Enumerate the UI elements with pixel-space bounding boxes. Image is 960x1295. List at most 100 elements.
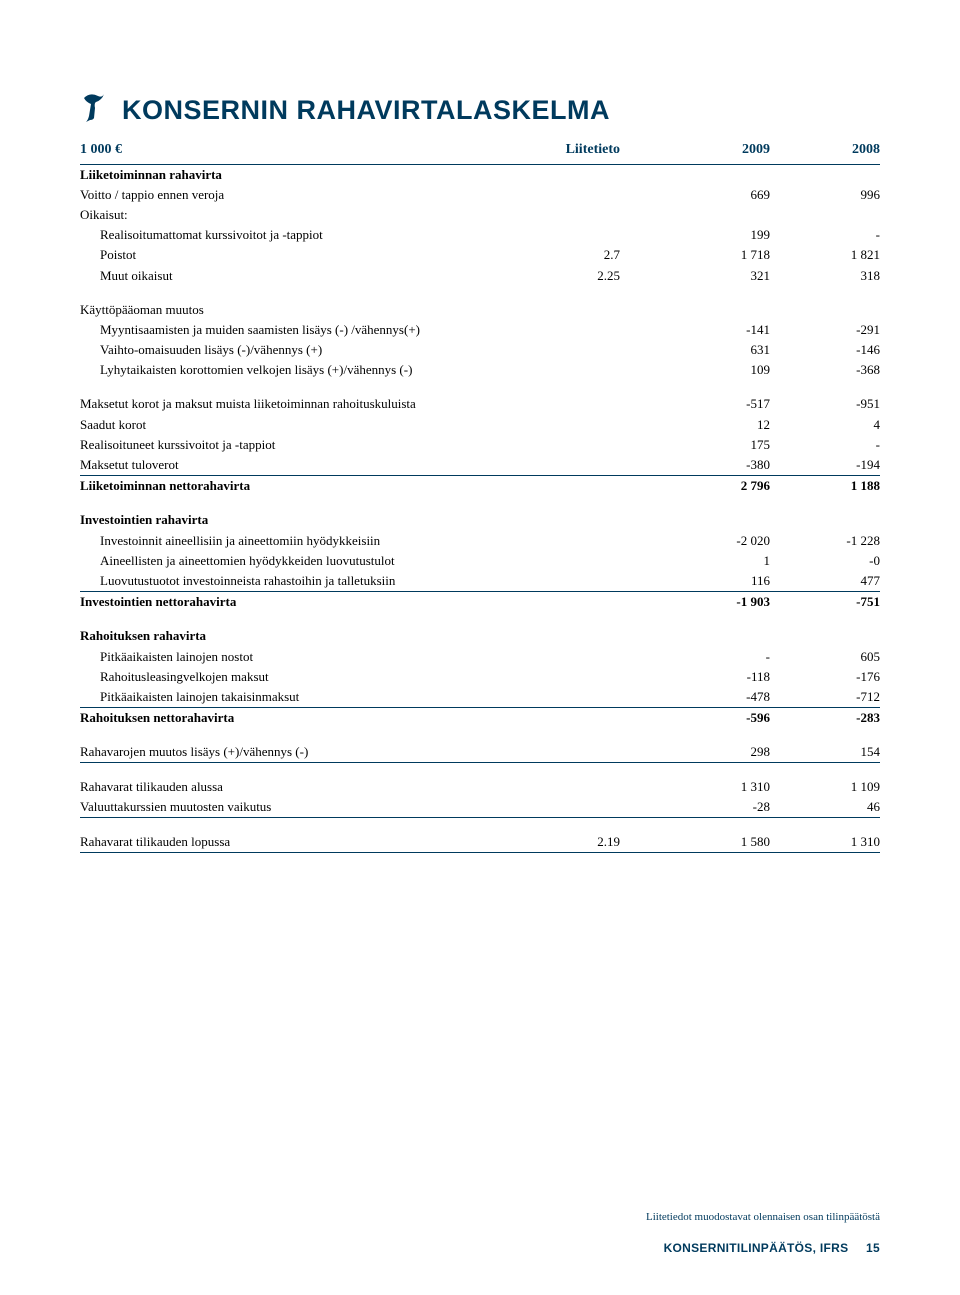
row-value-2009: 669 (660, 185, 770, 205)
row-note (566, 571, 660, 592)
col-header-unit: 1 000 € (80, 139, 566, 164)
row-note (566, 205, 660, 225)
table-row: Investoinnit aineellisiin ja aineettomii… (80, 531, 880, 551)
row-note (566, 164, 660, 185)
row-value-2009: -517 (660, 394, 770, 414)
table-row: Maksetut tuloverot-380-194 (80, 455, 880, 476)
table-row: Rahavarat tilikauden alussa1 3101 109 (80, 777, 880, 797)
row-note (566, 592, 660, 613)
row-value-2008 (770, 205, 880, 225)
row-value-2008: 46 (770, 797, 880, 818)
table-row: Rahoitusleasingvelkojen maksut-118-176 (80, 667, 880, 687)
row-label: Poistot (80, 245, 566, 265)
table-row: Liiketoiminnan nettorahavirta2 7961 188 (80, 476, 880, 497)
row-label: Rahoituksen rahavirta (80, 626, 566, 646)
col-header-2009: 2009 (660, 139, 770, 164)
row-value-2009: 116 (660, 571, 770, 592)
table-row (80, 496, 880, 510)
row-label: Pitkäaikaisten lainojen nostot (80, 647, 566, 667)
row-value-2008: -712 (770, 687, 880, 708)
row-value-2009: -1 903 (660, 592, 770, 613)
row-note (566, 394, 660, 414)
row-value-2008: 477 (770, 571, 880, 592)
row-value-2009 (660, 164, 770, 185)
row-value-2008: -368 (770, 360, 880, 380)
row-value-2009: 631 (660, 340, 770, 360)
row-value-2008: 1 821 (770, 245, 880, 265)
row-label: Luovutustuotot investoinneista rahastoih… (80, 571, 566, 592)
row-value-2008 (770, 300, 880, 320)
table-row: Vaihto-omaisuuden lisäys (-)/vähennys (+… (80, 340, 880, 360)
row-value-2009: -2 020 (660, 531, 770, 551)
row-value-2008: - (770, 225, 880, 245)
row-label: Rahavarat tilikauden alussa (80, 777, 566, 797)
row-value-2008: -1 228 (770, 531, 880, 551)
row-label: Aineellisten ja aineettomien hyödykkeide… (80, 551, 566, 571)
row-label: Rahoitusleasingvelkojen maksut (80, 667, 566, 687)
table-row: Myyntisaamisten ja muiden saamisten lisä… (80, 320, 880, 340)
row-value-2008 (770, 626, 880, 646)
page-footer: Liitetiedot muodostavat olennaisen osan … (80, 1211, 880, 1255)
row-value-2008: -194 (770, 455, 880, 476)
table-row (80, 612, 880, 626)
row-value-2008 (770, 164, 880, 185)
table-row: Muut oikaisut2.25321318 (80, 266, 880, 286)
row-note (566, 476, 660, 497)
row-value-2009: -118 (660, 667, 770, 687)
row-label: Liiketoiminnan rahavirta (80, 164, 566, 185)
row-note (566, 510, 660, 530)
row-value-2009 (660, 626, 770, 646)
table-row: Luovutustuotot investoinneista rahastoih… (80, 571, 880, 592)
table-row: Käyttöpääoman muutos (80, 300, 880, 320)
row-note (566, 647, 660, 667)
table-row: Valuuttakurssien muutosten vaikutus-2846 (80, 797, 880, 818)
page-header: KONSERNIN RAHAVIRTALASKELMA (80, 90, 880, 131)
row-note (566, 320, 660, 340)
row-note: 2.25 (566, 266, 660, 286)
row-value-2009 (660, 510, 770, 530)
row-note (566, 531, 660, 551)
row-value-2008: 605 (770, 647, 880, 667)
row-value-2008: -951 (770, 394, 880, 414)
row-value-2009: -141 (660, 320, 770, 340)
table-row: Voitto / tappio ennen veroja669996 (80, 185, 880, 205)
table-row: Rahavarat tilikauden lopussa2.191 5801 3… (80, 832, 880, 853)
row-note (566, 551, 660, 571)
row-note (566, 742, 660, 763)
row-value-2008: 1 188 (770, 476, 880, 497)
row-value-2009: -28 (660, 797, 770, 818)
table-row (80, 380, 880, 394)
table-row: Rahavarojen muutos lisäys (+)/vähennys (… (80, 742, 880, 763)
page-number: 15 (866, 1241, 880, 1255)
table-row: Realisoitumattomat kurssivoitot ja -tapp… (80, 225, 880, 245)
row-value-2009: 12 (660, 415, 770, 435)
table-row (80, 728, 880, 742)
row-value-2009: 321 (660, 266, 770, 286)
table-row: Liiketoiminnan rahavirta (80, 164, 880, 185)
row-note: 2.19 (566, 832, 660, 853)
page-title: KONSERNIN RAHAVIRTALASKELMA (122, 95, 610, 126)
bird-logo-icon (80, 90, 112, 131)
row-label: Oikaisut: (80, 205, 566, 225)
row-value-2009: 175 (660, 435, 770, 455)
table-row: Lyhytaikaisten korottomien velkojen lisä… (80, 360, 880, 380)
table-row (80, 763, 880, 777)
table-row: Rahoituksen rahavirta (80, 626, 880, 646)
row-label: Saadut korot (80, 415, 566, 435)
row-value-2008: -283 (770, 708, 880, 729)
row-label: Pitkäaikaisten lainojen takaisinmaksut (80, 687, 566, 708)
table-row (80, 818, 880, 832)
row-label: Muut oikaisut (80, 266, 566, 286)
table-row: Investointien nettorahavirta-1 903-751 (80, 592, 880, 613)
row-note (566, 415, 660, 435)
row-note (566, 455, 660, 476)
row-label: Maksetut korot ja maksut muista liiketoi… (80, 394, 566, 414)
row-label: Rahavarojen muutos lisäys (+)/vähennys (… (80, 742, 566, 763)
row-value-2009 (660, 300, 770, 320)
row-label: Lyhytaikaisten korottomien velkojen lisä… (80, 360, 566, 380)
row-value-2009: -478 (660, 687, 770, 708)
table-header-row: 1 000 € Liitetieto 2009 2008 (80, 139, 880, 164)
row-value-2008: 996 (770, 185, 880, 205)
row-label: Realisoitumattomat kurssivoitot ja -tapp… (80, 225, 566, 245)
row-value-2009: - (660, 647, 770, 667)
